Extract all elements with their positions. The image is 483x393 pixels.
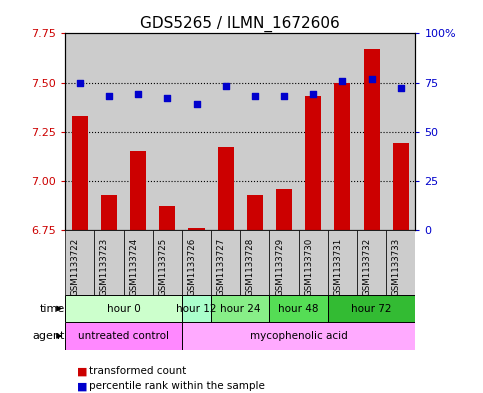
Text: GSM1133726: GSM1133726 <box>187 238 197 296</box>
Text: GSM1133732: GSM1133732 <box>363 238 371 296</box>
Bar <box>65 230 94 295</box>
Bar <box>182 295 211 322</box>
Text: hour 12: hour 12 <box>176 303 217 314</box>
Text: GSM1133729: GSM1133729 <box>275 238 284 296</box>
Text: GSM1133723: GSM1133723 <box>100 238 109 296</box>
Text: GSM1133722: GSM1133722 <box>71 238 80 296</box>
Text: GSM1133730: GSM1133730 <box>304 238 313 296</box>
Bar <box>270 295 328 322</box>
Bar <box>211 230 241 295</box>
Bar <box>188 228 204 230</box>
Point <box>339 77 346 84</box>
Point <box>251 93 259 99</box>
Text: hour 48: hour 48 <box>278 303 319 314</box>
Text: GSM1133724: GSM1133724 <box>129 238 138 296</box>
Text: hour 72: hour 72 <box>351 303 392 314</box>
Point <box>193 101 200 107</box>
Text: mycophenolic acid: mycophenolic acid <box>250 331 348 341</box>
Bar <box>153 33 182 230</box>
Point <box>163 95 171 101</box>
Bar <box>270 230 298 295</box>
Point <box>134 91 142 97</box>
Bar <box>386 33 415 230</box>
Bar <box>65 33 94 230</box>
Bar <box>94 230 124 295</box>
Bar <box>159 206 175 230</box>
Bar <box>276 189 292 230</box>
Bar <box>357 230 386 295</box>
Text: time: time <box>40 303 65 314</box>
Text: percentile rank within the sample: percentile rank within the sample <box>89 381 265 391</box>
Bar <box>305 96 321 230</box>
Text: GSM1133733: GSM1133733 <box>392 238 401 296</box>
Bar <box>124 33 153 230</box>
Bar <box>298 33 328 230</box>
Bar <box>153 230 182 295</box>
Text: GSM1133731: GSM1133731 <box>333 238 342 296</box>
Bar <box>130 151 146 230</box>
Text: hour 24: hour 24 <box>220 303 260 314</box>
Point <box>222 83 229 90</box>
Bar <box>94 33 124 230</box>
Bar <box>357 33 386 230</box>
Bar <box>65 322 182 350</box>
Bar <box>241 230 270 295</box>
Bar <box>328 295 415 322</box>
Bar <box>328 33 357 230</box>
Bar <box>182 33 211 230</box>
Bar <box>211 33 241 230</box>
Bar <box>182 322 415 350</box>
Text: GSM1133725: GSM1133725 <box>158 238 167 296</box>
Point <box>76 79 84 86</box>
Text: ■: ■ <box>77 381 87 391</box>
Text: GSM1133728: GSM1133728 <box>246 238 255 296</box>
Bar <box>298 230 328 295</box>
Bar <box>334 83 351 230</box>
Point <box>368 75 375 82</box>
Bar <box>247 195 263 230</box>
Point <box>280 93 288 99</box>
Text: agent: agent <box>33 331 65 341</box>
Bar <box>218 147 234 230</box>
Bar <box>101 195 117 230</box>
Bar <box>364 49 380 230</box>
Text: ■: ■ <box>77 366 87 376</box>
Text: hour 0: hour 0 <box>107 303 141 314</box>
Point <box>310 91 317 97</box>
Text: GSM1133727: GSM1133727 <box>217 238 226 296</box>
Bar <box>65 295 182 322</box>
Bar <box>241 33 270 230</box>
Bar <box>386 230 415 295</box>
Bar <box>211 295 270 322</box>
Title: GDS5265 / ILMN_1672606: GDS5265 / ILMN_1672606 <box>141 16 340 32</box>
Bar <box>328 230 357 295</box>
Point <box>397 85 405 92</box>
Bar <box>270 33 298 230</box>
Text: transformed count: transformed count <box>89 366 186 376</box>
Bar <box>393 143 409 230</box>
Bar <box>124 230 153 295</box>
Text: untreated control: untreated control <box>78 331 169 341</box>
Point <box>105 93 113 99</box>
Bar <box>182 230 211 295</box>
Bar <box>72 116 88 230</box>
